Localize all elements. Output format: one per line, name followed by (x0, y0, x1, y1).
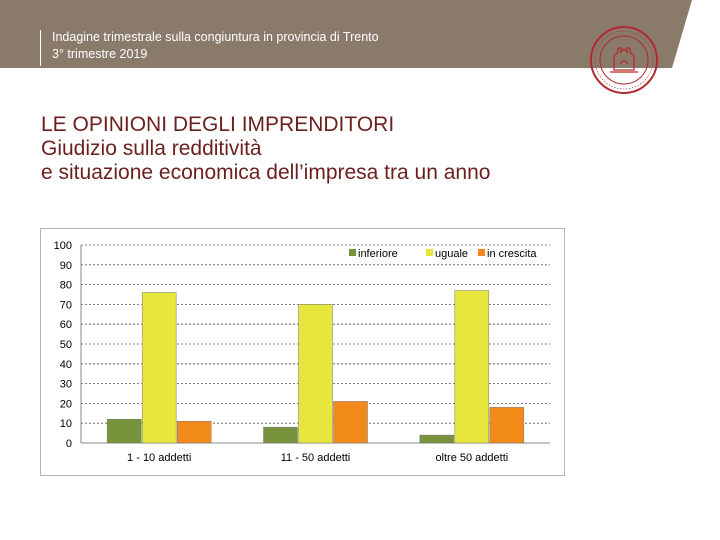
bar (106, 418, 142, 444)
y-tick-label: 0 (66, 438, 72, 450)
chart-frame: 0 10 20 30 40 50 60 70 80 90 100 1 - 10 addetti 11 -… (40, 228, 565, 476)
header-divider (40, 30, 41, 66)
y-tick-label: 30 (60, 379, 72, 391)
y-tick-label: 10 (60, 418, 72, 430)
x-tick-label: 11 - 50 addetti (281, 452, 351, 464)
x-tick-label: oltre 50 addetti (435, 452, 508, 464)
survey-period: 3° trimestre 2019 (52, 47, 148, 61)
y-tick-label: 70 (60, 299, 72, 311)
bar (141, 292, 177, 444)
bar (333, 401, 368, 444)
y-tick-label: 60 (60, 319, 72, 331)
x-tick-label: 1 - 10 addetti (127, 452, 191, 464)
bar (454, 290, 490, 444)
legend-swatch (349, 249, 356, 256)
legend-swatch (478, 249, 485, 256)
legend-swatch (426, 249, 433, 256)
y-tick-label: 90 (60, 260, 72, 272)
legend-label: in crescita (487, 248, 537, 260)
slide-subtitle-line: Giudizio sulla redditività (41, 137, 262, 160)
y-tick-label: 100 (54, 240, 72, 252)
legend-label: inferiore (358, 248, 398, 260)
y-tick-label: 50 (60, 339, 72, 351)
legend-label: uguale (435, 248, 468, 260)
bar (419, 434, 455, 444)
y-tick-label: 20 (60, 398, 72, 410)
y-tick-label: 80 (60, 280, 72, 292)
bar (298, 304, 333, 444)
bar-chart: 0 10 20 30 40 50 60 70 80 90 100 1 - 10 addetti 11 -… (54, 240, 550, 464)
y-tick-label: 40 (60, 359, 72, 371)
bar (176, 420, 212, 444)
bar (263, 426, 298, 444)
chamber-of-commerce-seal-icon (590, 26, 658, 94)
slide-subtitle-line: e situazione economica dell’impresa tra … (41, 161, 491, 184)
survey-title: Indagine trimestrale sulla congiuntura i… (52, 30, 379, 44)
bar (489, 407, 525, 444)
slide-title-line: LE OPINIONI DEGLI IMPRENDITORI (41, 113, 395, 136)
slide-title: LE OPINIONI DEGLI IMPRENDITORI Giudizio … (41, 113, 490, 185)
